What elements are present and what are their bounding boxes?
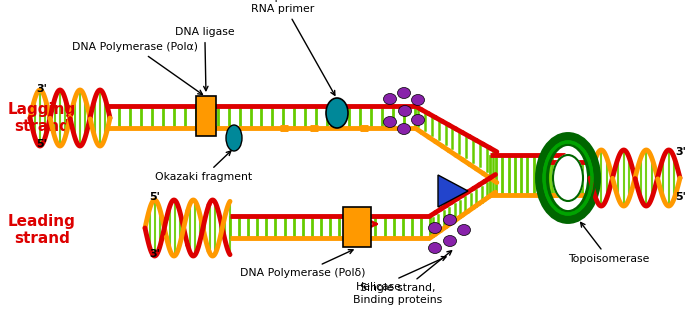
Text: Topoisomerase: Topoisomerase	[568, 222, 650, 264]
Text: Lagging
strand: Lagging strand	[8, 102, 76, 134]
Text: 3': 3'	[675, 147, 686, 157]
Text: Leading
strand: Leading strand	[8, 214, 76, 246]
Ellipse shape	[384, 93, 397, 104]
Ellipse shape	[444, 214, 457, 225]
Ellipse shape	[444, 236, 457, 247]
Ellipse shape	[428, 222, 442, 234]
Text: DNA Polymerase (Polα): DNA Polymerase (Polα)	[72, 42, 202, 94]
Ellipse shape	[397, 87, 410, 98]
Polygon shape	[438, 175, 468, 207]
Ellipse shape	[397, 124, 410, 134]
Text: 5': 5'	[36, 139, 47, 149]
Text: DNA primase
RNA primer: DNA primase RNA primer	[247, 0, 335, 95]
Ellipse shape	[428, 243, 442, 253]
Ellipse shape	[226, 125, 242, 151]
Text: Helicase: Helicase	[356, 257, 446, 292]
Text: Single strand,
Binding proteins: Single strand, Binding proteins	[353, 251, 452, 305]
Text: 5': 5'	[149, 192, 160, 202]
Ellipse shape	[326, 98, 348, 128]
Ellipse shape	[412, 115, 424, 126]
Ellipse shape	[412, 94, 424, 106]
Text: 3': 3'	[149, 249, 160, 259]
Text: 3': 3'	[36, 84, 47, 94]
Ellipse shape	[384, 117, 397, 127]
Ellipse shape	[457, 224, 471, 236]
Ellipse shape	[552, 154, 584, 202]
Text: DNA ligase: DNA ligase	[175, 27, 235, 91]
Ellipse shape	[399, 106, 412, 117]
FancyBboxPatch shape	[196, 96, 216, 136]
Text: Okazaki fragment: Okazaki fragment	[155, 151, 252, 182]
FancyBboxPatch shape	[343, 207, 371, 247]
Text: 5': 5'	[675, 192, 686, 202]
Text: DNA Polymerase (Polδ): DNA Polymerase (Polδ)	[240, 250, 366, 278]
